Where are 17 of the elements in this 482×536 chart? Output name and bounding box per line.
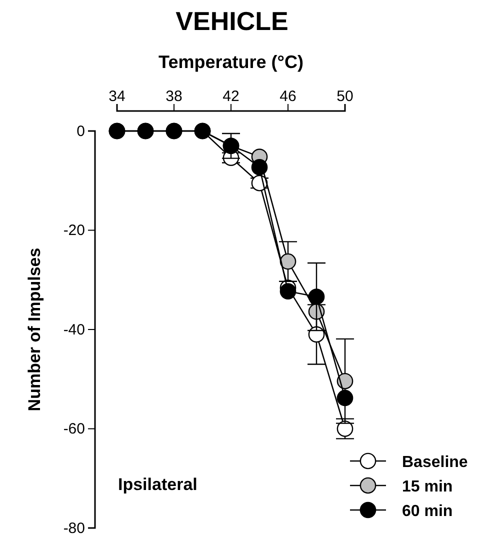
x-tick-label: 46 [280, 88, 296, 105]
legend-label: 60 min [402, 503, 453, 520]
x-tick-label: 50 [336, 88, 354, 105]
y-tick-label: -80 [63, 520, 85, 536]
annotation: Ipsilateral [118, 475, 198, 494]
legend-label: 15 min [402, 478, 453, 496]
y-tick-label: -60 [63, 420, 85, 438]
y-tick-label: 0 [76, 122, 85, 140]
y-tick-label: -40 [63, 321, 85, 338]
x-tick-label: 38 [166, 88, 182, 105]
y-axis-title: Number of Impulses [25, 248, 44, 412]
x-axis-title: Temperature (°C) [158, 52, 304, 72]
y-tick-label: -20 [63, 222, 85, 240]
x-tick-label: 42 [222, 88, 240, 105]
x-tick-label: 34 [108, 88, 126, 105]
legend-label: Baseline [402, 454, 468, 471]
chart-title: VEHICLE [176, 6, 288, 36]
